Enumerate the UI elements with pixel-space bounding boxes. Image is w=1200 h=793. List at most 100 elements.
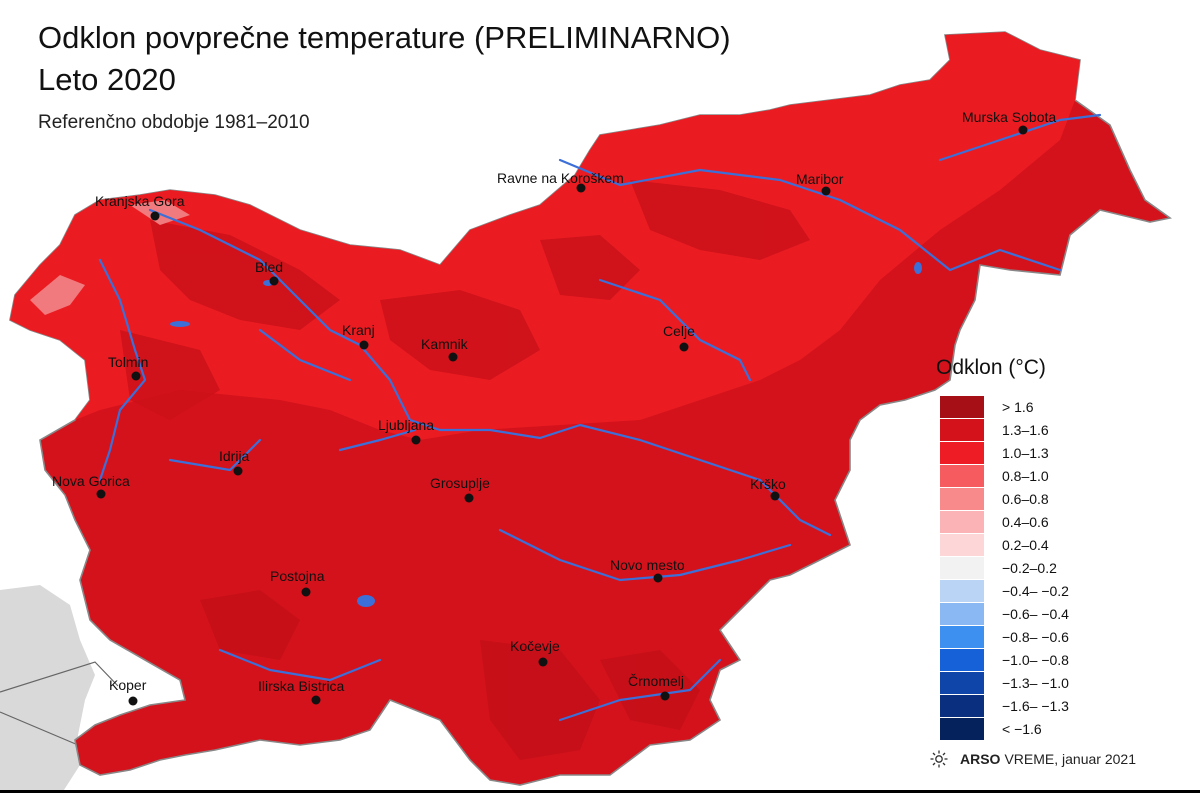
legend-item: 0.2–0.4 <box>940 534 1049 556</box>
river-savinja <box>598 278 752 382</box>
footer-brand: ARSO <box>960 751 1001 767</box>
legend-swatch <box>940 419 984 441</box>
ridge-shading <box>200 590 700 760</box>
legend-item: 0.4–0.6 <box>940 511 1049 533</box>
river-sora <box>258 328 352 382</box>
legend-label: −0.8– −0.6 <box>1002 629 1069 645</box>
sun-icon <box>930 750 948 768</box>
river-kolpa <box>558 658 722 722</box>
city-label: Kočevje <box>510 638 560 654</box>
legend-swatch <box>940 695 984 717</box>
city-label: Kranjska Gora <box>95 193 185 209</box>
river-mura <box>938 113 1102 162</box>
river-sava <box>148 208 832 537</box>
legend-swatch <box>940 626 984 648</box>
city-markers: Murska Sobota Ravne na Koroškem Maribor Kra… <box>52 109 1056 706</box>
river-reka <box>218 648 382 682</box>
city-label: Nova Gorica <box>52 473 130 489</box>
legend-swatch <box>940 488 984 510</box>
city-label: Novo mesto <box>610 557 685 573</box>
legend-label: −1.6– −1.3 <box>1002 698 1069 714</box>
city-dot <box>128 696 138 706</box>
legend-label: > 1.6 <box>1002 399 1034 415</box>
city-label: Grosuplje <box>430 475 490 491</box>
neighbor-land <box>0 585 95 793</box>
city-dot <box>770 491 780 501</box>
city-dot <box>660 691 670 701</box>
legend-item: 1.0–1.3 <box>940 442 1049 464</box>
legend-label: 0.4–0.6 <box>1002 514 1049 530</box>
city-dot <box>821 186 831 196</box>
river-drava <box>558 158 1062 272</box>
city-dot <box>448 352 458 362</box>
legend-item: 0.8–1.0 <box>940 465 1049 487</box>
relief-shading <box>120 180 810 420</box>
city-label: Črnomelj <box>628 673 684 689</box>
legend-swatch <box>940 603 984 625</box>
city-label: Maribor <box>796 171 844 187</box>
legend-item: −1.6– −1.3 <box>940 695 1069 717</box>
map-title-line2: Leto 2020 <box>38 62 176 97</box>
legend-label: 0.2–0.4 <box>1002 537 1049 553</box>
legend-label: −1.3– −1.0 <box>1002 675 1069 691</box>
river-soca <box>98 258 147 482</box>
legend-label: −0.6– −0.4 <box>1002 606 1069 622</box>
legend-label: −1.0– −0.8 <box>1002 652 1069 668</box>
legend-swatch <box>940 580 984 602</box>
rivers <box>98 113 1102 722</box>
legend-item: −1.0– −0.8 <box>940 649 1069 671</box>
city-label: Celje <box>663 323 695 339</box>
city-label: Postojna <box>270 568 325 584</box>
legend-swatch <box>940 718 984 740</box>
legend-swatch <box>940 442 984 464</box>
city-label: Murska Sobota <box>962 109 1056 125</box>
legend-label: 0.8–1.0 <box>1002 468 1049 484</box>
footer-brand-2: VREME <box>1004 751 1055 767</box>
city-dot <box>131 371 141 381</box>
city-label: Koper <box>109 677 147 693</box>
city-dot <box>576 183 586 193</box>
city-dot <box>233 466 243 476</box>
city-label: Ljubljana <box>378 417 434 433</box>
legend-label: 1.0–1.3 <box>1002 445 1049 461</box>
city-dot <box>653 573 663 583</box>
city-label: Kranj <box>342 322 375 338</box>
city-dot <box>1018 125 1028 135</box>
city-dot <box>411 435 421 445</box>
legend-item: −0.4– −0.2 <box>940 580 1069 602</box>
city-label: Krško <box>750 476 786 492</box>
legend-item: < −1.6 <box>940 718 1042 740</box>
legend-swatch <box>940 465 984 487</box>
alpine-light-spots <box>30 200 190 315</box>
city-dot <box>311 695 321 705</box>
footer-date: , januar 2021 <box>1054 751 1136 767</box>
city-dot <box>679 342 689 352</box>
legend-label: 1.3–1.6 <box>1002 422 1049 438</box>
map-subtitle: Referenčno obdobje 1981–2010 <box>38 112 310 133</box>
legend-swatch <box>940 672 984 694</box>
legend-swatch <box>940 534 984 556</box>
footer: ARSO VREME , januar 2021 <box>930 750 1136 768</box>
legend-item: > 1.6 <box>940 396 1034 418</box>
city-dot <box>269 276 279 286</box>
city-dot <box>538 657 548 667</box>
legend-item: −0.2–0.2 <box>940 557 1057 579</box>
legend-item: 1.3–1.6 <box>940 419 1049 441</box>
legend-swatch <box>940 396 984 418</box>
legend-item: 0.6–0.8 <box>940 488 1049 510</box>
city-label: Idrija <box>219 448 250 464</box>
city-dot <box>301 587 311 597</box>
city-label: Ilirska Bistrica <box>258 678 345 694</box>
legend-label: −0.2–0.2 <box>1002 560 1057 576</box>
neighbor-border <box>0 661 119 746</box>
city-dot <box>150 211 160 221</box>
city-label: Bled <box>255 259 283 275</box>
legend-swatch <box>940 511 984 533</box>
river-idrijca <box>168 438 262 472</box>
river-krka <box>498 528 792 582</box>
city-label: Tolmin <box>108 354 148 370</box>
legend-label: < −1.6 <box>1002 721 1042 737</box>
city-dot <box>96 489 106 499</box>
zone-north <box>10 32 1080 440</box>
legend-swatch <box>940 649 984 671</box>
